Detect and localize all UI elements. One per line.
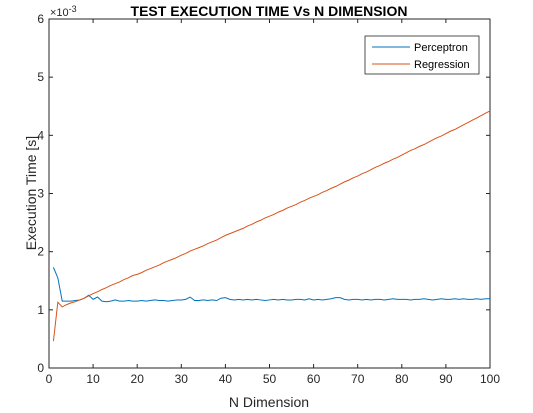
legend-box <box>364 35 480 75</box>
y-axis-label: Execution Time [s] <box>23 136 39 250</box>
y-tick-label: 3 <box>37 187 44 201</box>
x-tick-label: 0 <box>46 372 53 386</box>
x-tick-label: 100 <box>480 372 500 386</box>
chart-title: TEST EXECUTION TIME Vs N DIMENSION <box>131 3 408 19</box>
y-axis-ticks: 0 1 2 3 4 5 6 <box>37 12 490 375</box>
x-tick-label: 50 <box>263 372 277 386</box>
x-tick-label: 40 <box>219 372 233 386</box>
legend: Perceptron Regression <box>364 35 480 75</box>
series-line-regression <box>52 110 491 342</box>
x-tick-label: 70 <box>351 372 365 386</box>
y-tick-label: 5 <box>37 70 44 84</box>
y-tick-label: 1 <box>37 303 44 317</box>
legend-label-perceptron: Perceptron <box>414 42 468 54</box>
x-tick-label: 20 <box>131 372 145 386</box>
y-tick-label: 2 <box>37 245 44 259</box>
x-axis-label: N Dimension <box>229 394 309 410</box>
legend-label-regression: Regression <box>414 59 470 71</box>
x-axis-ticks: 0 10 20 30 40 50 60 70 80 90 100 <box>46 19 500 386</box>
series-line-perceptron <box>52 267 490 303</box>
plot-area <box>48 18 491 369</box>
y-tick-label: 4 <box>37 128 44 142</box>
x-tick-label: 80 <box>395 372 409 386</box>
x-tick-label: 30 <box>175 372 189 386</box>
x-tick-label: 60 <box>307 372 321 386</box>
y-tick-label: 0 <box>37 361 44 375</box>
x-tick-label: 10 <box>86 372 100 386</box>
y-axis-multiplier: ×10-3 <box>50 4 77 19</box>
series-lines <box>52 110 491 342</box>
y-tick-label: 6 <box>37 12 44 26</box>
x-tick-label: 90 <box>439 372 453 386</box>
